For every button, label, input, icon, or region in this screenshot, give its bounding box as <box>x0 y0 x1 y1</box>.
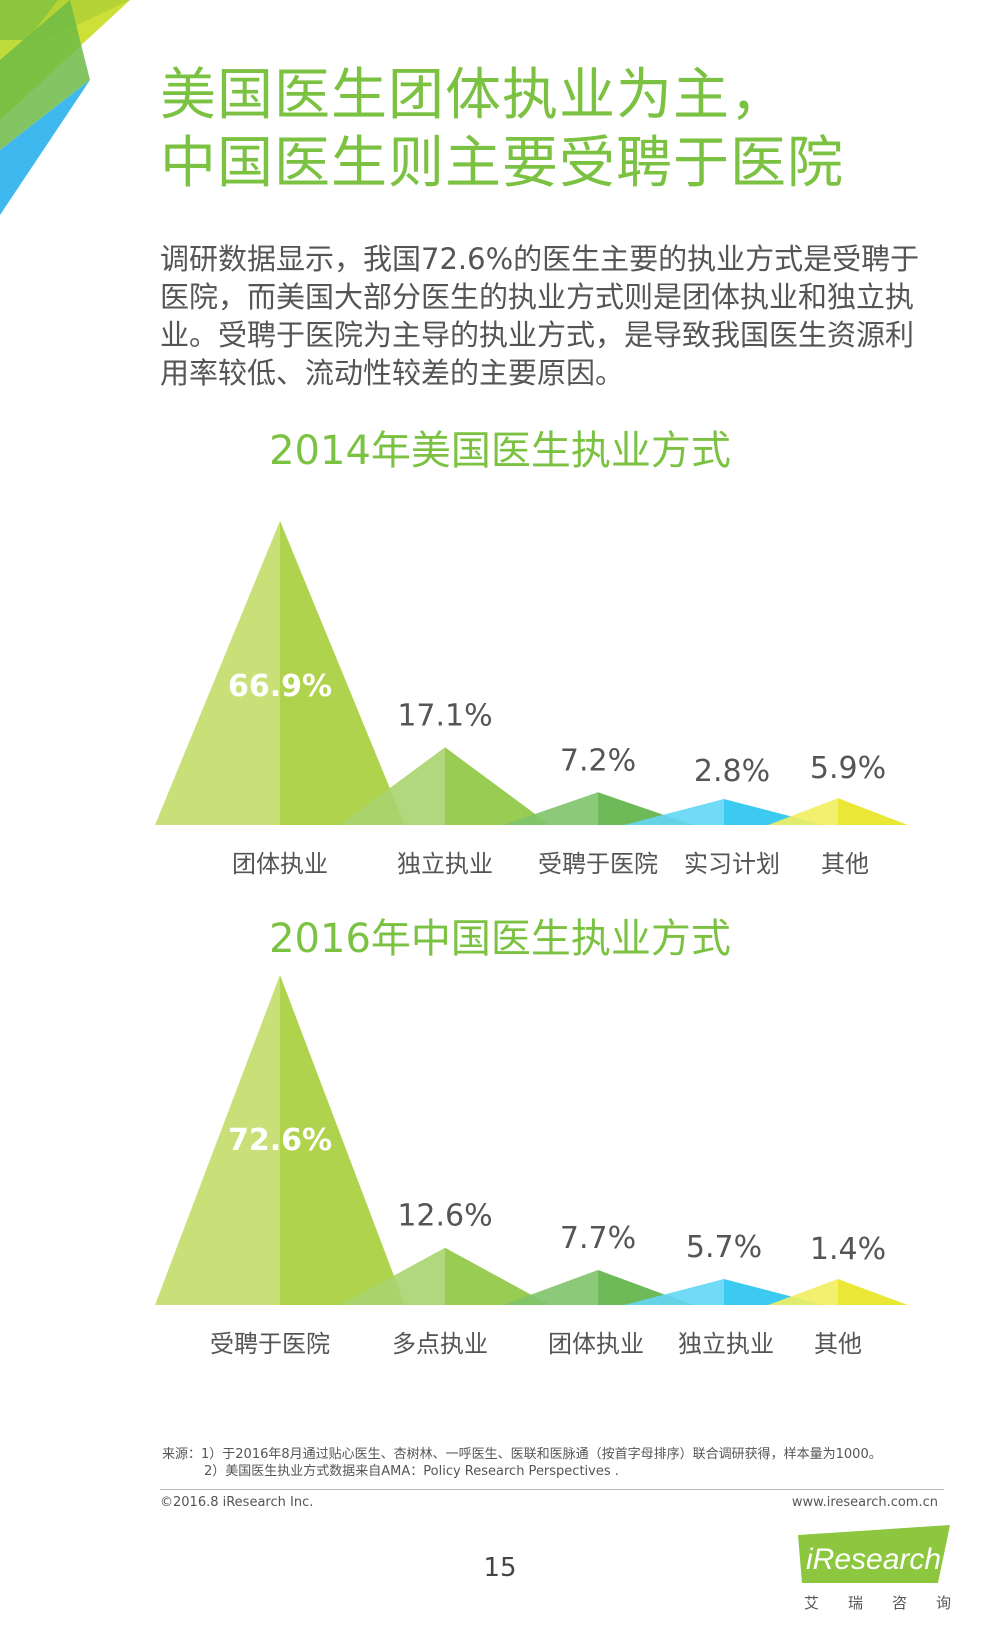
peak-left-face <box>503 1270 598 1305</box>
value-label-5: 1.4% <box>810 1232 886 1267</box>
value-label-4: 2.8% <box>694 754 770 789</box>
title-line-2: 中国医生则主要受聘于医院 <box>160 131 844 196</box>
website-link[interactable]: www.iresearch.com.cn <box>791 1495 938 1510</box>
value-label-3: 7.2% <box>560 743 636 778</box>
peak-left-face <box>624 799 724 825</box>
peak-right-face <box>445 747 550 825</box>
logo-wordmark: iResearch <box>806 1543 941 1576</box>
page-number: 15 <box>483 1553 517 1583</box>
peak-1 <box>155 975 405 1305</box>
peak-right-face <box>280 520 405 825</box>
value-label-1: 66.9% <box>228 669 332 704</box>
value-label-2: 17.1% <box>397 698 492 733</box>
copyright-text: ©2016.8 iResearch Inc. <box>160 1495 314 1510</box>
category-label-2: 多点执业 <box>392 1330 488 1358</box>
peak-5 <box>768 1279 908 1305</box>
peak-1 <box>155 520 405 825</box>
source-note: 来源：1）于2016年8月通过贴心医生、杏树林、一呼医生、医联和医脉通（按首字母… <box>162 1446 882 1480</box>
page-title: 美国医生团体执业为主， 中国医生则主要受聘于医院 <box>160 62 844 198</box>
peak-right-face <box>838 798 908 825</box>
category-label-1: 受聘于医院 <box>210 1330 330 1358</box>
category-label-4: 实习计划 <box>684 850 780 878</box>
value-label-3: 7.7% <box>560 1221 636 1256</box>
peak-left-face <box>503 792 598 825</box>
category-label-4: 独立执业 <box>678 1330 774 1358</box>
source-line-2: 2）美国医生执业方式数据来自AMA：Policy Research Perspe… <box>204 1464 619 1479</box>
title-line-1: 美国医生团体执业为主， <box>160 63 787 128</box>
footer-divider <box>160 1489 944 1490</box>
peak-5 <box>768 798 908 825</box>
peak-left-face <box>624 1279 724 1305</box>
category-label-5: 其他 <box>814 1330 862 1358</box>
peak-left-face <box>155 520 280 825</box>
iresearch-logo: iResearch <box>798 1525 950 1583</box>
category-label-5: 其他 <box>821 850 869 878</box>
peak-left-face <box>768 798 838 825</box>
value-label-4: 5.7% <box>686 1230 762 1265</box>
source-line-1: 来源：1）于2016年8月通过贴心医生、杏树林、一呼医生、医联和医脉通（按首字母… <box>162 1447 882 1462</box>
chart-title-2014-us: 2014年美国医生执业方式 <box>269 428 731 474</box>
chart-title-2016-cn: 2016年中国医生执业方式 <box>269 916 731 962</box>
logo-subtitle: 艾瑞咨询 <box>804 1594 981 1612</box>
corner-decoration <box>0 0 130 215</box>
category-label-1: 团体执业 <box>232 850 328 878</box>
peak-right-face <box>598 792 693 825</box>
category-label-2: 独立执业 <box>397 850 493 878</box>
peak-3 <box>503 792 693 825</box>
value-label-5: 5.9% <box>810 751 886 786</box>
peak-2 <box>340 747 550 825</box>
value-label-2: 12.6% <box>397 1199 492 1234</box>
value-label-1: 72.6% <box>228 1123 332 1158</box>
category-label-3: 受聘于医院 <box>538 850 658 878</box>
chart-2014-us-practice: 66.9% 17.1% 7.2% 2.8% 5.9% 团体执业 独立执业 受聘于医院 实习计划 其… <box>155 520 908 878</box>
chart-2016-cn-practice: 72.6% 12.6% 7.7% 5.7% 1.4% 受聘于医院 多点执业 团体执业 独立执业 其… <box>155 975 908 1358</box>
peak-right-face <box>838 1279 908 1305</box>
intro-paragraph: 调研数据显示，我国72.6%的医生主要的执业方式是受聘于医院，而美国大部分医生的… <box>160 242 920 390</box>
peak-left-face <box>768 1279 838 1305</box>
category-label-3: 团体执业 <box>548 1330 644 1358</box>
peak-left-face <box>340 747 445 825</box>
peak-right-face <box>280 975 405 1305</box>
peak-left-face <box>155 975 280 1305</box>
